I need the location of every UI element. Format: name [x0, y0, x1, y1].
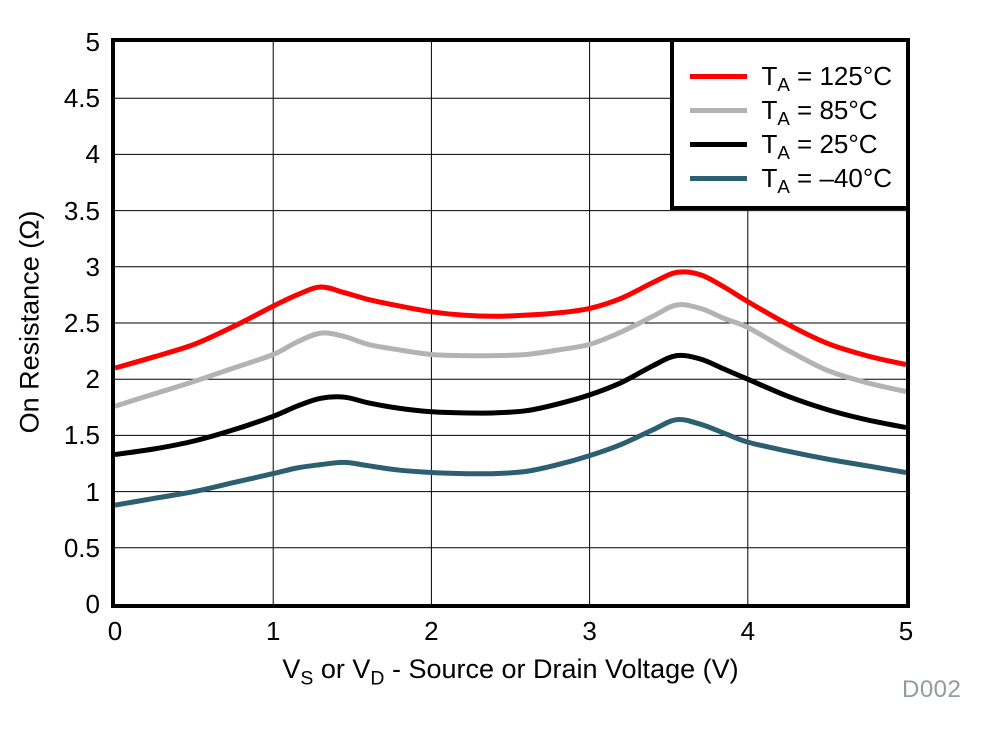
y-tick-label: 2 [85, 364, 100, 395]
plot-canvas [115, 42, 906, 604]
legend-item-ta-25c: TA = 25°C [690, 127, 892, 163]
x-tick-label: 3 [582, 616, 597, 646]
y-tick-label: 0.5 [63, 532, 100, 563]
x-axis-title: VS or VD - Source or Drain Voltage (V) [115, 654, 906, 688]
legend-label-sub: A [777, 175, 790, 197]
legend-item-ta-125c: TA = 125°C [690, 59, 892, 95]
y-tick-label: 3.5 [63, 195, 100, 226]
legend-label-sub: A [777, 141, 790, 163]
y-tick-label: 2.5 [63, 308, 100, 338]
legend-label-prefix: T [761, 128, 778, 159]
legend-item-label: TA = –40°C [761, 162, 892, 197]
x-tick-label: 1 [265, 616, 281, 646]
y-tick-label: 5 [85, 27, 100, 57]
legend-label-rest: = 125°C [789, 60, 892, 91]
legend-item-ta-minus40c: TA = –40°C [690, 161, 892, 197]
x-tick-label: 4 [740, 616, 756, 646]
legend-line-swatch [690, 175, 748, 181]
legend: TA = 125°C TA = 85°C TA = 25°C TA = –40°C [670, 38, 910, 210]
x-tick-label: 2 [424, 616, 439, 646]
curve-ta-25c [115, 352, 906, 457]
legend-label-prefix: T [761, 60, 778, 91]
y-tick-label: 1 [85, 476, 100, 507]
legend-label-rest: = –40°C [789, 162, 892, 193]
legend-item-label: TA = 85°C [761, 94, 878, 129]
legend-label-prefix: T [761, 162, 778, 193]
y-tick-label: 1.5 [63, 420, 100, 451]
curve-ta-85c [115, 302, 906, 409]
curve-ta-125c [115, 269, 906, 371]
x-tick-label: 5 [898, 616, 914, 646]
legend-label-sub: A [777, 73, 790, 95]
x-title-part: - Source or Drain Voltage (V) [384, 654, 739, 684]
y-tick-label: 3 [85, 251, 100, 282]
legend-item-label: TA = 25°C [761, 128, 878, 163]
legend-item-label: TA = 125°C [761, 60, 892, 95]
curve-ta-minus40c [115, 417, 906, 508]
x-title-part: V [282, 654, 301, 684]
legend-label-prefix: T [761, 94, 778, 125]
legend-label-sub: A [777, 107, 790, 129]
y-tick-label: 0 [85, 589, 100, 619]
legend-line-swatch [690, 73, 748, 79]
x-title-subscript-d: D [370, 667, 385, 690]
legend-label-rest: = 25°C [789, 128, 878, 159]
plot-area: TA = 125°C TA = 85°C TA = 25°C TA = –40°C [111, 38, 910, 608]
legend-line-swatch [690, 107, 748, 113]
x-tick-label: 0 [107, 616, 123, 646]
y-tick-label: 4 [85, 139, 100, 170]
legend-label-rest: = 85°C [789, 94, 878, 125]
legend-line-swatch [690, 141, 748, 147]
legend-item-ta-85c: TA = 85°C [690, 93, 892, 129]
x-title-subscript-s: S [300, 667, 314, 690]
x-title-part: or V [313, 654, 371, 684]
figure-id-label: D002 [902, 676, 962, 703]
y-tick-label: 4.5 [63, 83, 100, 114]
